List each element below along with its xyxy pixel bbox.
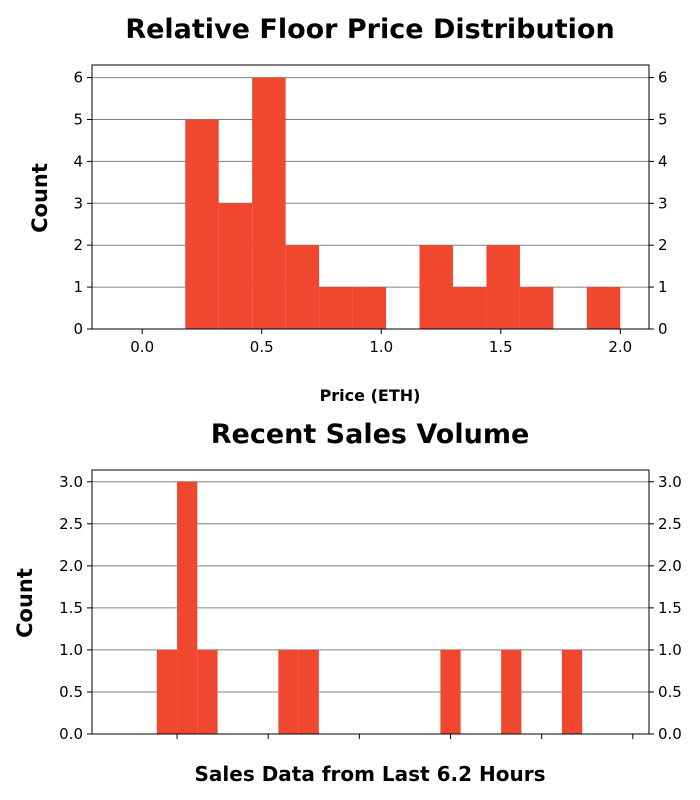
y-tick-label: 6 (73, 69, 83, 87)
y-tick-label: 0 (73, 320, 83, 338)
histogram-bar (586, 287, 621, 329)
y-tick-label-right: 2 (658, 236, 668, 254)
grid-lines (92, 77, 649, 330)
y-tick-label: 5 (73, 110, 83, 128)
y-tick-label: 1.0 (59, 641, 83, 659)
y-tick-label-right: 0.0 (658, 725, 682, 743)
histogram-bar (197, 649, 218, 734)
histogram-bar (278, 649, 299, 734)
histogram-bar (218, 203, 253, 329)
x-tick-label: 2.0 (608, 338, 632, 356)
histogram-bar (519, 287, 554, 329)
histogram-bar (185, 119, 219, 329)
plot-frame (91, 469, 650, 735)
x-tick-label: 1.5 (489, 338, 513, 356)
y-tick-label-right: 0.5 (658, 683, 682, 701)
histogram-bar (440, 649, 461, 734)
y-tick-label-right: 1 (658, 278, 668, 296)
histogram-bar (561, 649, 583, 734)
y-tick-label: 4 (73, 152, 83, 170)
axis-ticks: 0.0 0.0 0.5 0.5 1.0 1.0 1.5 1.5 2.0 2.0 2.5 2.5 3.0 3… (59, 473, 682, 743)
y-tick-label-right: 4 (658, 152, 668, 170)
y-tick-label-right: 3.0 (658, 473, 682, 491)
y-tick-label-right: 1.5 (658, 599, 682, 617)
histogram-bars (156, 481, 583, 734)
y-tick-label: 2 (73, 236, 83, 254)
y-tick-label: 3.0 (59, 473, 83, 491)
chart-title: Recent Sales Volume (211, 419, 530, 450)
x-axis-label: Price (ETH) (320, 386, 421, 405)
y-axis-label: Count (13, 568, 37, 638)
histogram-bar (252, 77, 286, 329)
y-tick-label-right: 1.0 (658, 641, 682, 659)
y-tick-label: 3 (73, 194, 83, 212)
histogram-bars (185, 77, 621, 329)
axis-ticks: 0 0 1 1 2 2 3 3 4 4 5 5 6 6 0.0 0.5 1.0 1.5 2.0 (73, 69, 667, 356)
y-tick-label: 0.5 (59, 683, 83, 701)
x-tick-label: 1.0 (369, 338, 393, 356)
y-tick-label-right: 3 (658, 194, 668, 212)
histogram-bar (156, 649, 178, 734)
y-tick-label-right: 6 (658, 69, 668, 87)
y-tick-label-right: 2.0 (658, 557, 682, 575)
y-tick-label: 1 (73, 278, 83, 296)
sales-volume-chart: Recent Sales Volume 0.0 0.0 0.5 0.5 1.0 1.0 1.… (13, 419, 682, 786)
histogram-bar (298, 649, 319, 734)
histogram-bar (319, 287, 353, 329)
histogram-bar (452, 287, 487, 329)
x-axis-label: Sales Data from Last 6.2 Hours (195, 762, 546, 786)
y-tick-label: 2.5 (59, 515, 83, 533)
price-distribution-chart: Relative Floor Price Distribution 0 0 1 1 2 2… (28, 14, 668, 405)
y-tick-label-right: 5 (658, 110, 668, 128)
x-tick-label: 0.5 (250, 338, 274, 356)
y-tick-label: 1.5 (59, 599, 83, 617)
y-axis-label: Count (28, 163, 52, 233)
histogram-bar (501, 649, 522, 734)
histogram-bar (285, 245, 320, 329)
histogram-bar (177, 481, 198, 734)
plot-frame (91, 64, 650, 330)
histogram-bar (352, 287, 387, 329)
histogram-bar (486, 245, 520, 329)
y-tick-label-right: 2.5 (658, 515, 682, 533)
chart-title: Relative Floor Price Distribution (125, 14, 614, 45)
y-tick-label-right: 0 (658, 320, 668, 338)
histogram-bar (419, 245, 453, 329)
y-tick-label: 2.0 (59, 557, 83, 575)
y-tick-label: 0.0 (59, 725, 83, 743)
x-tick-label: 0.0 (130, 338, 154, 356)
